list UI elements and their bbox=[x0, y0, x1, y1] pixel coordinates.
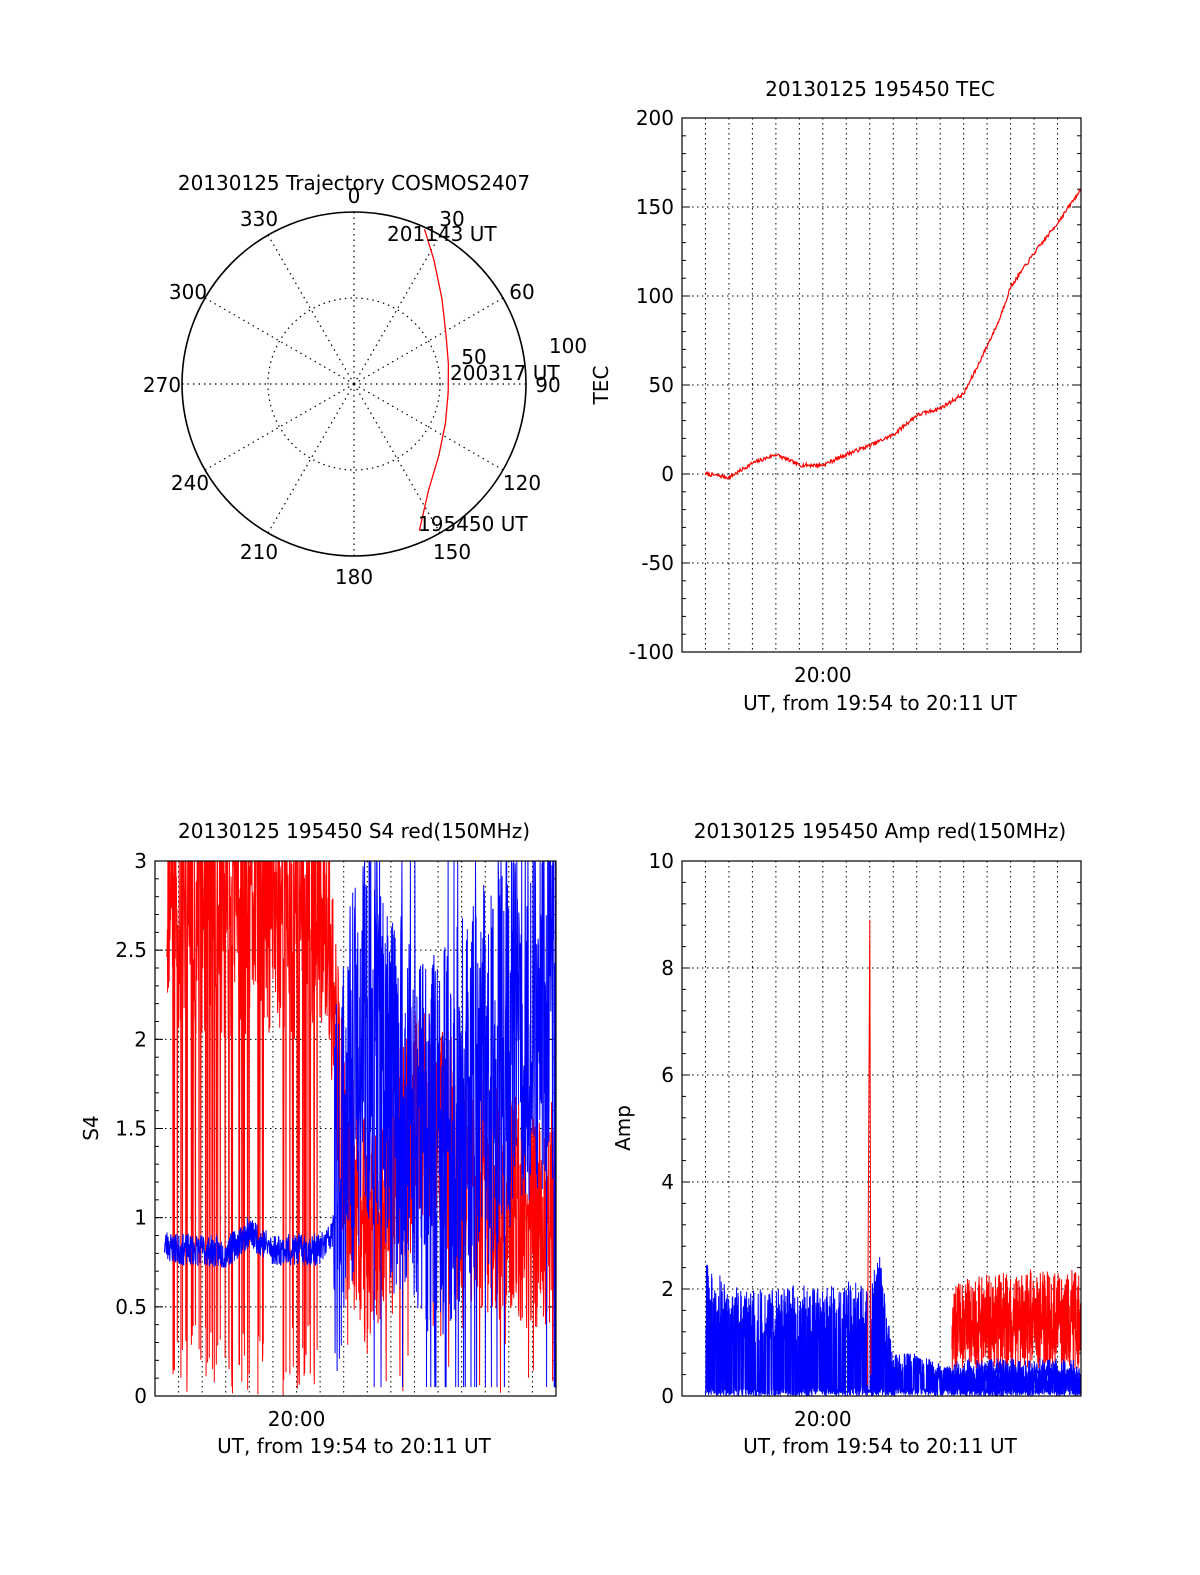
s4-title: 20130125 195450 S4 red(150MHz) bbox=[178, 819, 530, 843]
tec-frame bbox=[681, 117, 1082, 653]
s4-ylabel: S4 bbox=[79, 1115, 103, 1140]
amp-spike bbox=[866, 919, 872, 1386]
trajectory-time-label: 200317 UT bbox=[450, 361, 560, 385]
trajectory-inner-circle bbox=[267, 297, 441, 471]
trajectory-spoke bbox=[204, 297, 355, 385]
trajectory-spoke bbox=[267, 383, 355, 534]
tec-data bbox=[704, 189, 1081, 481]
s4-ytick-label: 0 bbox=[134, 1384, 147, 1408]
amp-ytick-label: 10 bbox=[649, 849, 674, 873]
trajectory-annotations: 201143 UT 200317 UT 195450 UT bbox=[387, 222, 560, 536]
trajectory-track bbox=[418, 229, 450, 531]
trajectory-azimuth-label: 0 bbox=[348, 184, 361, 208]
s4-ytick-label: 1.5 bbox=[115, 1117, 147, 1141]
tec-xlabel: UT, from 19:54 to 20:11 UT bbox=[743, 691, 1018, 715]
amp-data bbox=[705, 919, 1081, 1396]
tec-ytick-label: 0 bbox=[661, 462, 674, 486]
amp-xlabel: UT, from 19:54 to 20:11 UT bbox=[743, 1434, 1018, 1458]
tec-ytick-label: 100 bbox=[636, 284, 674, 308]
trajectory-radius-label: 100 bbox=[549, 334, 587, 358]
trajectory-azimuth-label: 330 bbox=[240, 207, 278, 231]
tec-ytick-label: -50 bbox=[641, 551, 674, 575]
s4-ytick-label: 3 bbox=[134, 849, 147, 873]
tec-ytick-label: 200 bbox=[636, 106, 674, 130]
trajectory-radius-labels: 50 100 bbox=[461, 334, 587, 369]
s4-frame bbox=[154, 860, 557, 1397]
trajectory-azimuth-label: 150 bbox=[433, 540, 471, 564]
amp-title: 20130125 195450 Amp red(150MHz) bbox=[694, 819, 1066, 843]
trajectory-time-label: 195450 UT bbox=[418, 512, 528, 536]
trajectory-spoke bbox=[353, 383, 441, 534]
amp-ytick-label: 6 bbox=[661, 1063, 674, 1087]
trajectory-azimuth-label: 240 bbox=[171, 471, 209, 495]
tec-panel: 20130125 195450 TEC UT, from 19:54 to 20… bbox=[589, 77, 1082, 715]
amp-ylabel: Amp bbox=[611, 1105, 635, 1151]
trajectory-spoke bbox=[204, 383, 355, 471]
trajectory-spoke bbox=[353, 297, 504, 385]
s4-ytick-label: 1 bbox=[134, 1206, 147, 1230]
trajectory-azimuth-label: 30 bbox=[439, 207, 464, 231]
trajectory-series bbox=[418, 229, 450, 531]
trajectory-title: 20130125 Trajectory COSMOS2407 bbox=[178, 171, 530, 195]
s4-panel: 20130125 195450 S4 red(150MHz) UT, from … bbox=[79, 819, 557, 1458]
amp-frame bbox=[681, 860, 1082, 1397]
trajectory-azimuth-label: 210 bbox=[240, 540, 278, 564]
tec-title: 20130125 195450 TEC bbox=[765, 77, 995, 101]
trajectory-azimuth-label: 60 bbox=[509, 280, 534, 304]
amp-ytick-label: 2 bbox=[661, 1277, 674, 1301]
trajectory-panel: 20130125 Trajectory COSMOS2407 0 30 60 90 12… bbox=[143, 171, 587, 589]
trajectory-azimuth-label: 300 bbox=[169, 280, 207, 304]
trajectory-spoke bbox=[353, 383, 504, 471]
s4-ytick-label: 0.5 bbox=[115, 1295, 147, 1319]
s4-series-line bbox=[163, 861, 556, 1388]
trajectory-azimuth-label: 270 bbox=[143, 373, 181, 397]
tec-ytick-label: 150 bbox=[636, 195, 674, 219]
amp-series-line bbox=[951, 1269, 1081, 1370]
amp-ytick-label: 0 bbox=[661, 1384, 674, 1408]
trajectory-azimuth-label: 180 bbox=[335, 565, 373, 589]
trajectory-azimuth-labels: 0 30 60 90 120 150 180 210 240 270 300 330 bbox=[143, 184, 561, 589]
tec-series-line bbox=[704, 189, 1081, 481]
tec-ylabel: TEC bbox=[589, 366, 613, 406]
amp-xtick-label: 20:00 bbox=[794, 1407, 852, 1431]
s4-ytick-label: 2 bbox=[134, 1027, 147, 1051]
s4-xtick-label: 20:00 bbox=[268, 1407, 326, 1431]
trajectory-azimuth-label: 120 bbox=[503, 471, 541, 495]
tec-ytick-label: 50 bbox=[649, 373, 674, 397]
trajectory-radius-label: 50 bbox=[461, 345, 486, 369]
amp-ytick-label: 4 bbox=[661, 1170, 674, 1194]
trajectory-grid bbox=[181, 211, 527, 557]
trajectory-time-label: 201143 UT bbox=[387, 222, 497, 246]
tec-ytick-label: -100 bbox=[629, 640, 674, 664]
trajectory-spoke bbox=[267, 234, 355, 385]
s4-data bbox=[163, 861, 556, 1396]
tec-xtick-label: 20:00 bbox=[794, 663, 852, 687]
amp-blue-overlay bbox=[951, 1358, 1081, 1396]
trajectory-spoke bbox=[353, 234, 441, 385]
amp-panel: 20130125 195450 Amp red(150MHz) UT, from… bbox=[611, 819, 1082, 1458]
s4-ytick-label: 2.5 bbox=[115, 938, 147, 962]
s4-xlabel: UT, from 19:54 to 20:11 UT bbox=[217, 1434, 492, 1458]
trajectory-azimuth-label: 90 bbox=[535, 373, 560, 397]
amp-ytick-label: 8 bbox=[661, 956, 674, 980]
